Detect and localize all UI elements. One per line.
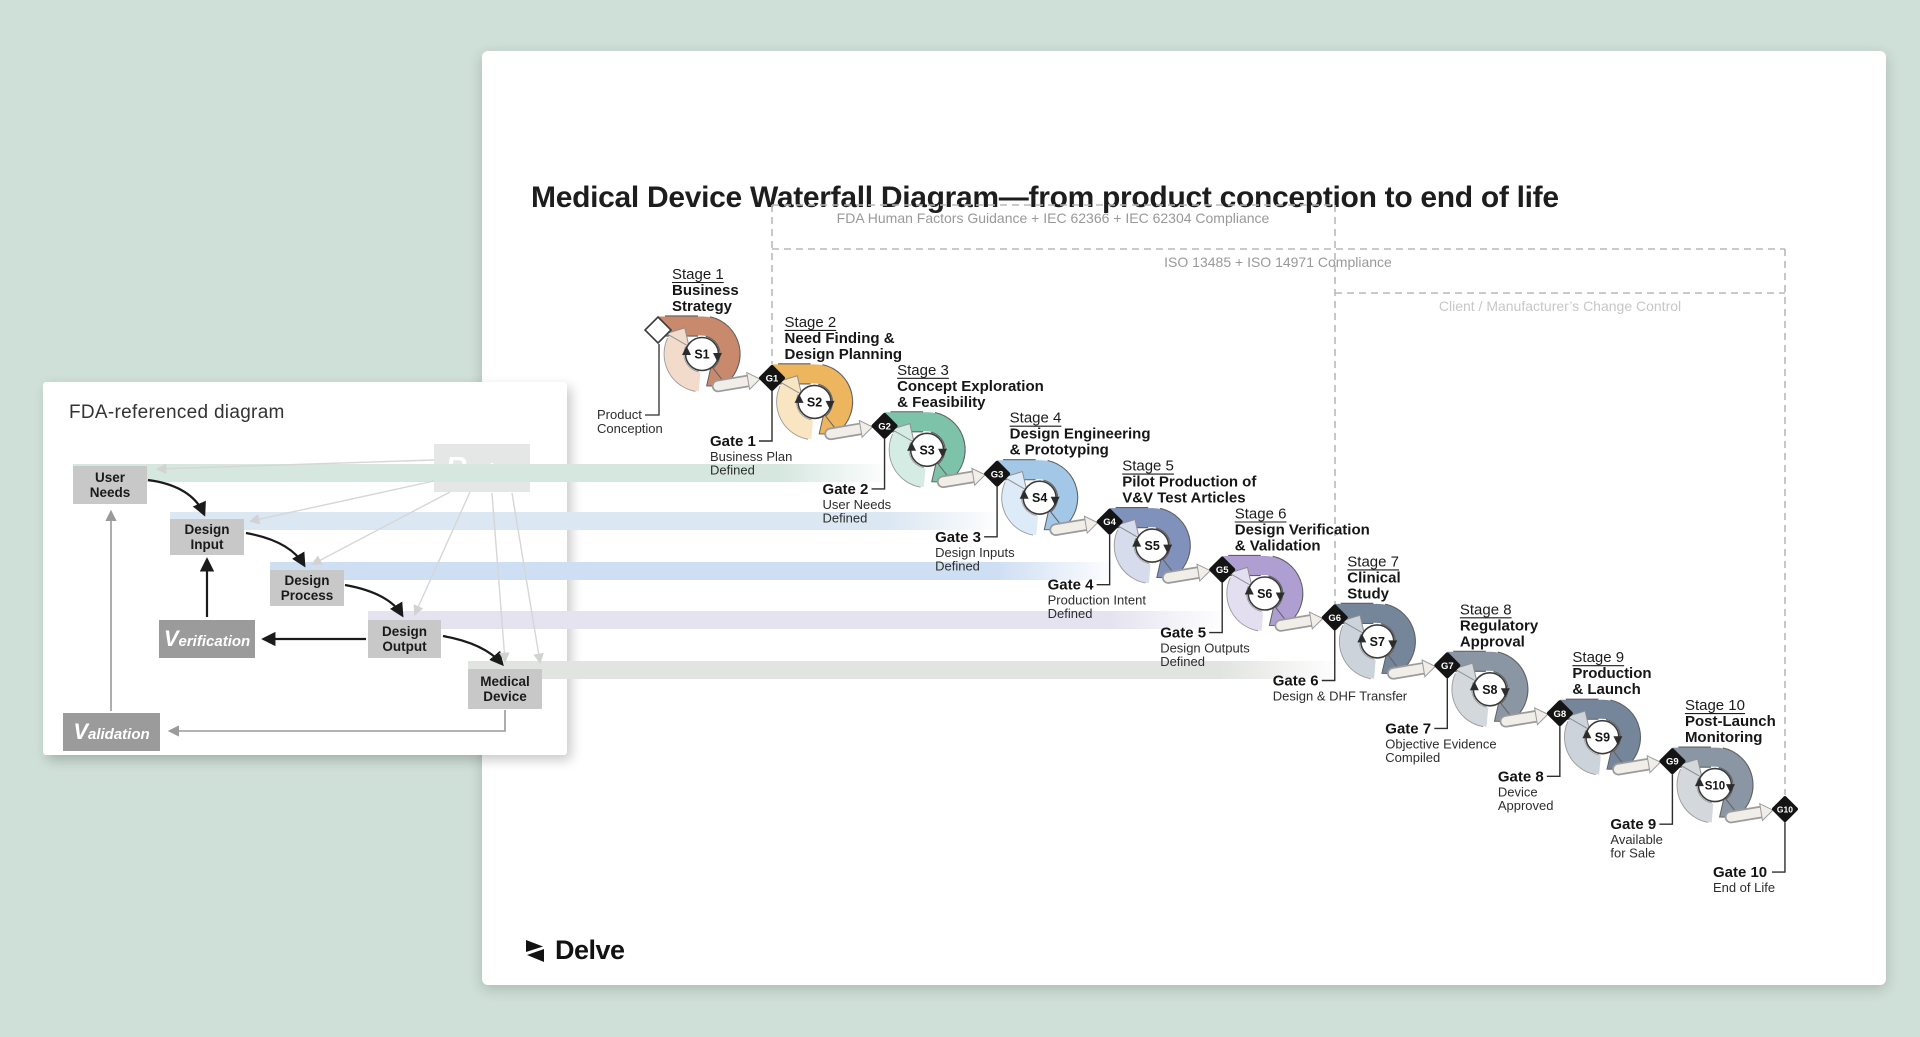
diagram-card: Medical Device Waterfall Diagram—from pr… [482, 51, 1886, 985]
page-title: Medical Device Waterfall Diagram—from pr… [531, 181, 1559, 215]
delve-logo-text: Delve [555, 935, 625, 965]
inset-node-review-label: Review [445, 451, 519, 484]
delve-logo-icon [526, 939, 544, 962]
inset-card: FDA-referenced diagram Review [43, 382, 567, 755]
delve-logo: Delve [523, 935, 625, 966]
inset-node-review: Review [434, 444, 530, 492]
inset-title: FDA-referenced diagram [69, 402, 285, 423]
